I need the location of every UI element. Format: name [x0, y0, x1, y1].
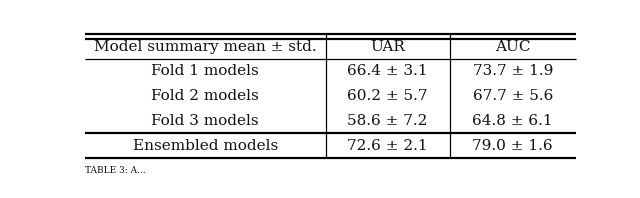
Text: Fold 2 models: Fold 2 models: [152, 89, 259, 103]
Text: 72.6 ± 2.1: 72.6 ± 2.1: [348, 139, 428, 153]
Text: TABLE 3: A...: TABLE 3: A...: [85, 166, 146, 175]
Text: Ensembled models: Ensembled models: [132, 139, 278, 153]
Text: 67.7 ± 5.6: 67.7 ± 5.6: [472, 89, 553, 103]
Text: Model summary mean ± std.: Model summary mean ± std.: [94, 40, 317, 54]
Text: 60.2 ± 5.7: 60.2 ± 5.7: [348, 89, 428, 103]
Text: AUC: AUC: [495, 40, 531, 54]
Text: 73.7 ± 1.9: 73.7 ± 1.9: [472, 65, 553, 78]
Text: Fold 1 models: Fold 1 models: [152, 65, 259, 78]
Text: UAR: UAR: [370, 40, 405, 54]
Text: Fold 3 models: Fold 3 models: [152, 114, 259, 128]
Text: 66.4 ± 3.1: 66.4 ± 3.1: [348, 65, 428, 78]
Text: 58.6 ± 7.2: 58.6 ± 7.2: [348, 114, 428, 128]
Text: 79.0 ± 1.6: 79.0 ± 1.6: [472, 139, 553, 153]
Text: 64.8 ± 6.1: 64.8 ± 6.1: [472, 114, 553, 128]
